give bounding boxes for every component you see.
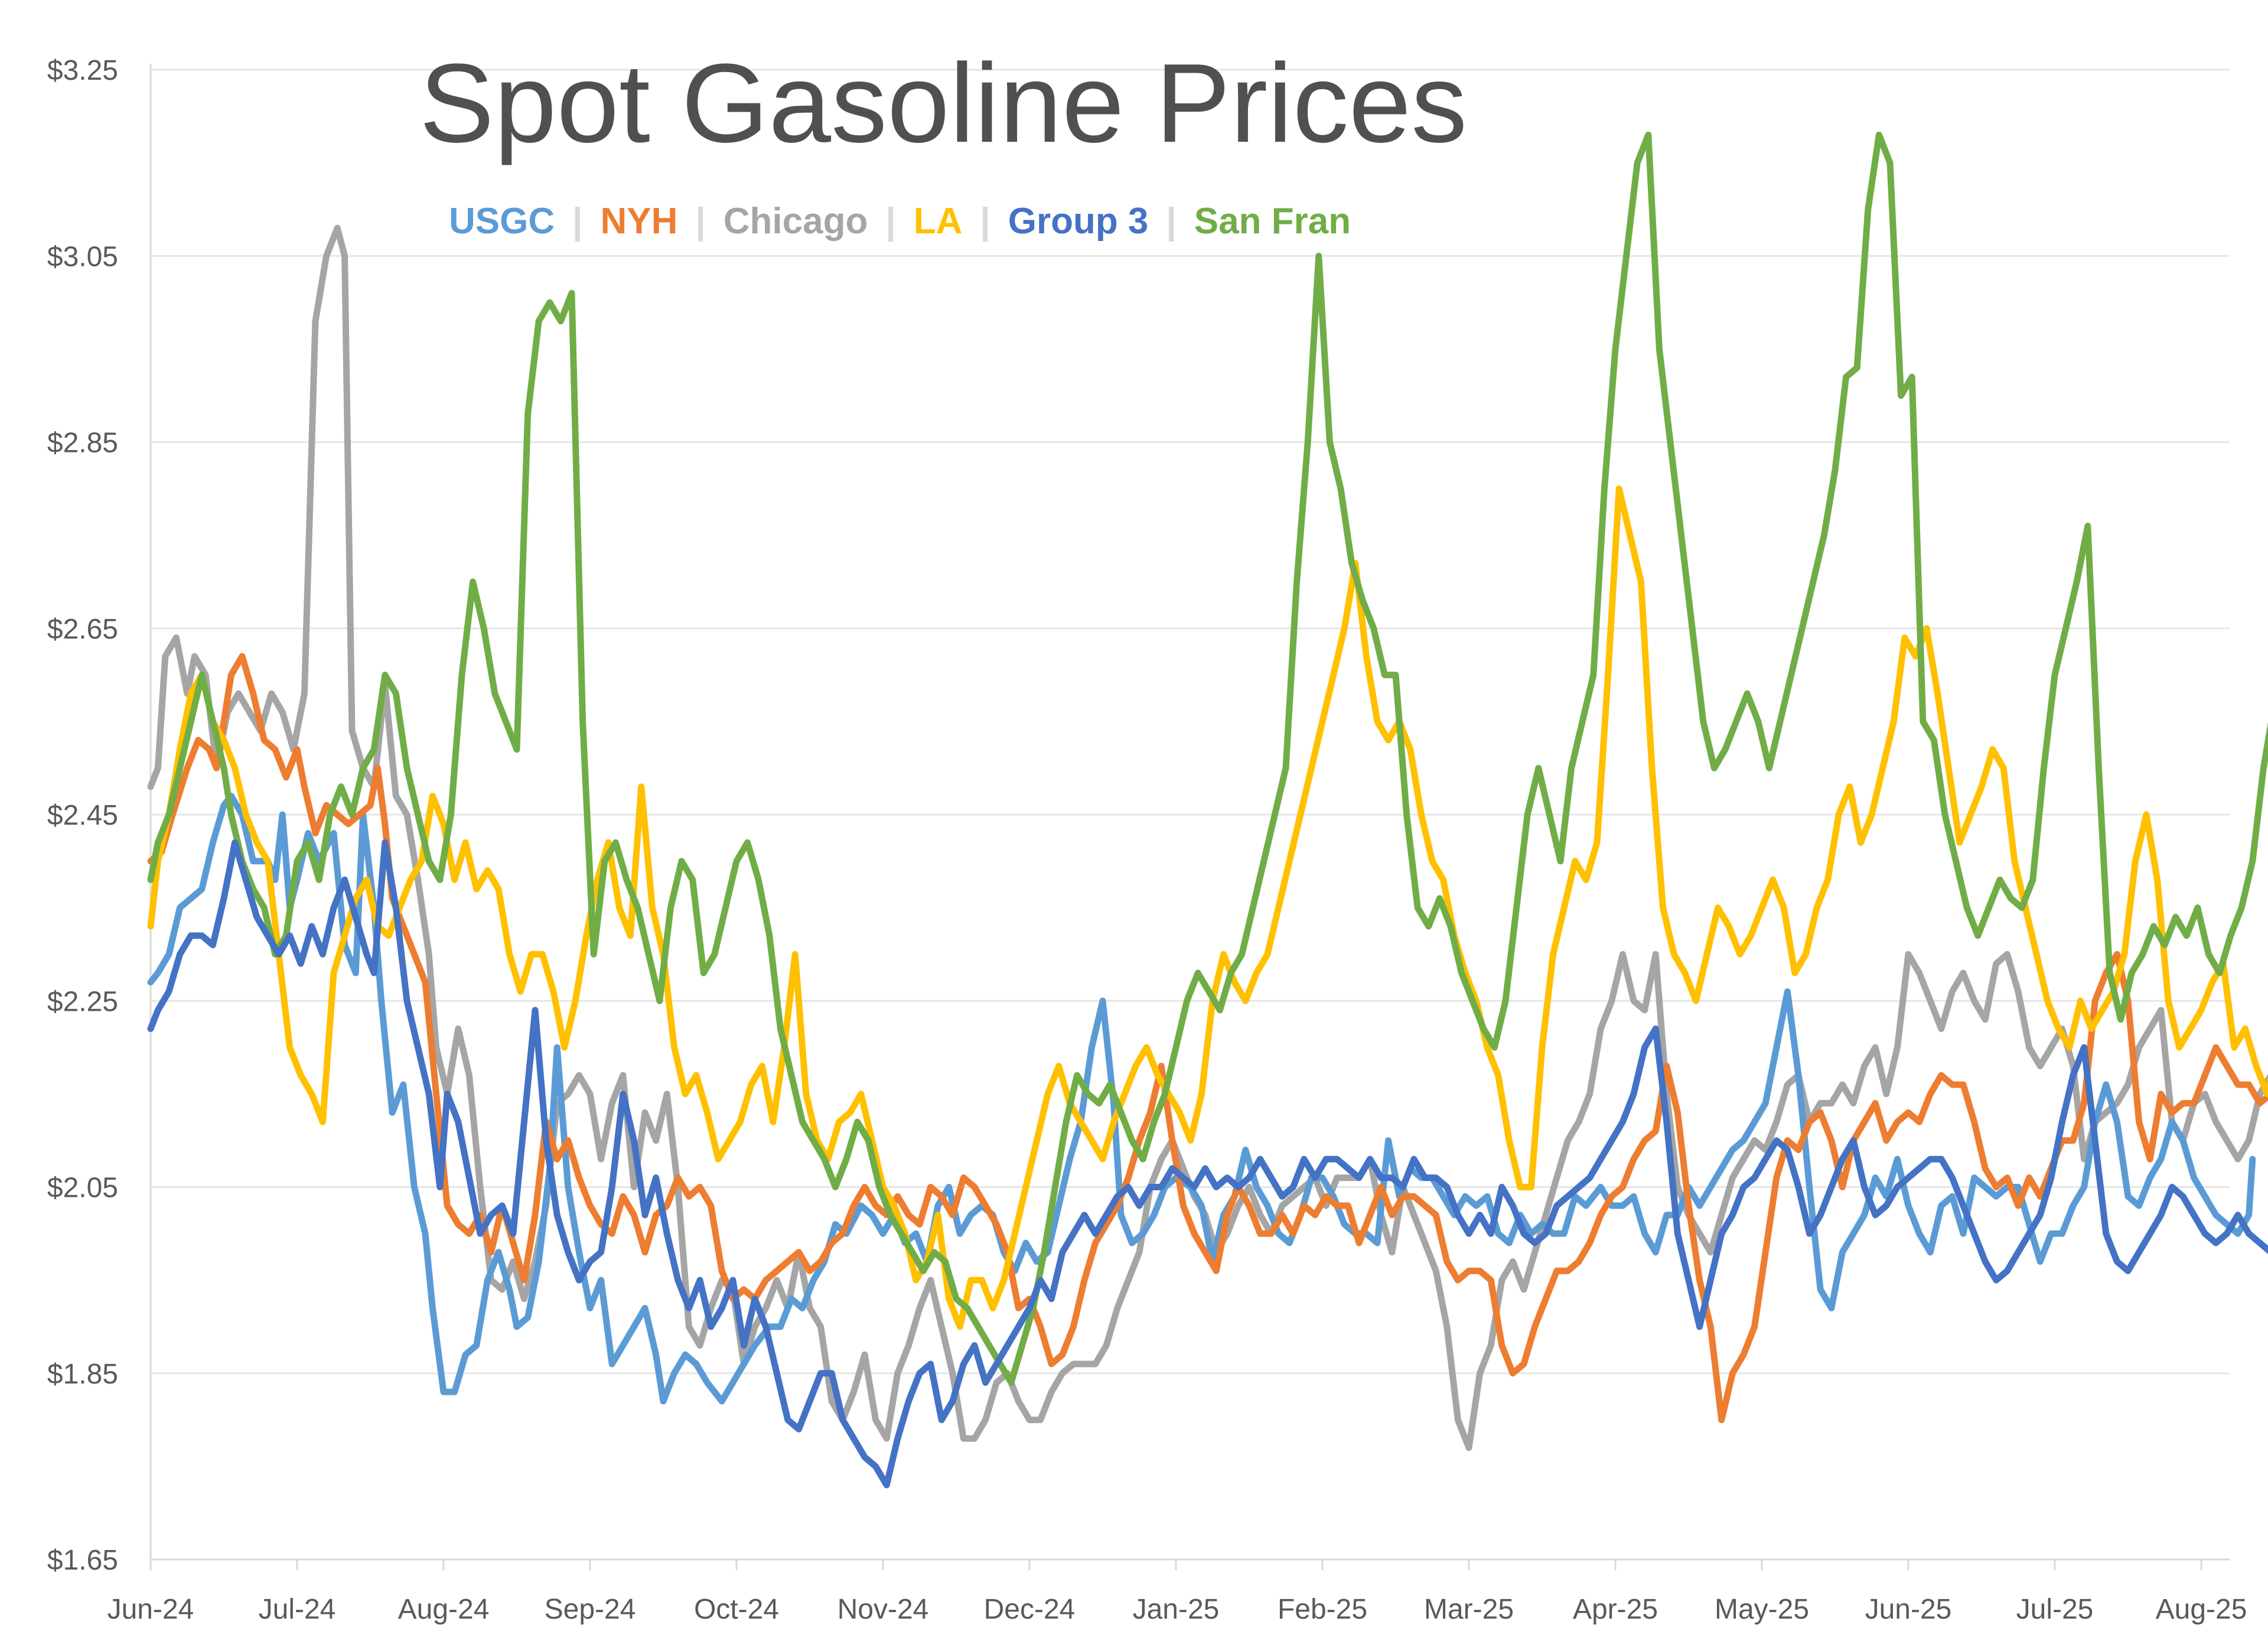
y-tick-label: $2.45 xyxy=(47,800,118,831)
x-tick-label: Aug-24 xyxy=(398,1594,490,1625)
x-tick-label: Nov-24 xyxy=(838,1594,929,1625)
series-line-la xyxy=(147,485,2268,1330)
y-tick-label: $2.85 xyxy=(47,428,118,459)
x-tick-label: Oct-24 xyxy=(694,1594,779,1625)
y-tick-label: $2.05 xyxy=(47,1173,118,1204)
x-tick-label: Jul-24 xyxy=(259,1594,336,1625)
legend-item-la: LA xyxy=(914,201,963,242)
y-tick-label: $3.25 xyxy=(47,55,118,86)
legend-item-group-3: Group 3 xyxy=(1008,201,1149,242)
x-tick-label: Jun-25 xyxy=(1865,1594,1952,1625)
y-tick-label: $2.65 xyxy=(47,614,118,645)
x-tick-label: Jul-25 xyxy=(2016,1594,2094,1625)
x-tick-label: Mar-25 xyxy=(1424,1594,1514,1625)
y-tick-label: $2.25 xyxy=(47,986,118,1017)
legend-separator: | xyxy=(572,201,582,242)
legend-item-chicago: Chicago xyxy=(724,201,868,242)
series-line-group-3 xyxy=(147,839,2268,1489)
legend-separator: | xyxy=(695,201,705,242)
x-tick-label: May-25 xyxy=(1715,1594,1809,1625)
x-tick-label: Jun-24 xyxy=(107,1594,194,1625)
y-tick-label: $1.85 xyxy=(47,1359,118,1390)
y-axis: $1.65 $1.85 $2.05 $2.25 $2.45 $2.65 $2.85 $3.05… xyxy=(47,55,152,1576)
series-line-chicago xyxy=(147,224,2268,1451)
series-line-nyh xyxy=(147,653,2268,1424)
chart-title: Spot Gasoline Prices xyxy=(419,41,1467,166)
x-tick-label: Feb-25 xyxy=(1278,1594,1367,1625)
x-axis: Jun-24 Jul-24 Aug-24 Sep-24 Oct-24 Nov-24 Dec-… xyxy=(107,1558,2247,1625)
x-tick-label: Jan-25 xyxy=(1133,1594,1220,1625)
legend-separator: | xyxy=(980,201,990,242)
y-tick-label: $3.05 xyxy=(47,241,118,272)
legend-item-nyh: NYH xyxy=(601,201,678,242)
x-tick-label: Dec-24 xyxy=(984,1594,1076,1625)
legend-item-usgc: USGC xyxy=(449,201,555,242)
x-tick-label: Sep-24 xyxy=(545,1594,636,1625)
legend-item-san-fran: San Fran xyxy=(1194,201,1351,242)
y-tick-label: $1.65 xyxy=(47,1545,118,1576)
legend-separator: | xyxy=(885,201,895,242)
series-line-san-fran xyxy=(147,131,2268,1386)
series-lines xyxy=(147,131,2268,1489)
x-tick-label: Apr-25 xyxy=(1573,1594,1658,1625)
legend: USGC | NYH | Chicago | LA | Group 3 | San Fran xyxy=(449,201,1351,242)
legend-separator: | xyxy=(1166,201,1176,242)
x-tick-label: Aug-25 xyxy=(2156,1594,2247,1625)
